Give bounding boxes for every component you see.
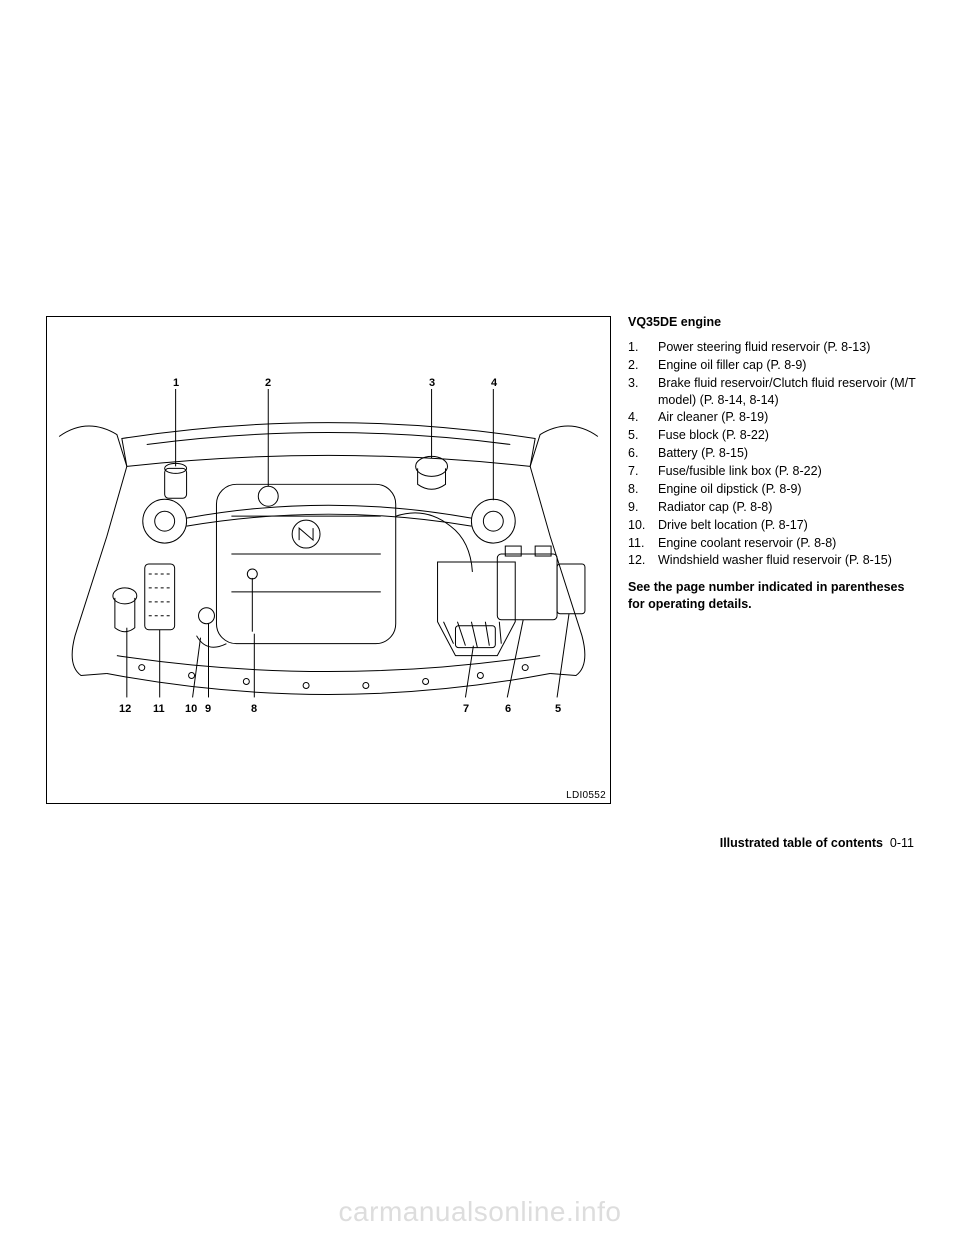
callout-5: 5 [555,703,561,715]
callout-7: 7 [463,703,469,715]
list-item: 9. Radiator cap (P. 8-8) [628,499,918,516]
page: 1 2 3 4 12 11 10 9 8 7 6 5 LDI0552 VQ35D… [0,0,960,1242]
list-item: 7. Fuse/fusible link box (P. 8-22) [628,463,918,480]
callout-10: 10 [185,703,197,715]
list-item: 3. Brake fluid reservoir/Clutch fluid res… [628,375,918,409]
callout-8: 8 [251,703,257,715]
engine-title: VQ35DE engine [628,314,918,331]
item-text: Power steering fluid reservoir (P. 8-13) [658,339,918,356]
item-number: 12. [628,552,648,569]
item-number: 9. [628,499,648,516]
item-text: Radiator cap (P. 8-8) [658,499,918,516]
item-number: 3. [628,375,648,409]
footer-section: Illustrated table of contents [720,836,883,850]
item-number: 11. [628,535,648,552]
callout-9: 9 [205,703,211,715]
item-number: 10. [628,517,648,534]
page-footer: Illustrated table of contents 0-11 [720,836,914,850]
callout-4: 4 [491,377,497,389]
item-text: Air cleaner (P. 8-19) [658,409,918,426]
callout-1: 1 [173,377,179,389]
engine-parts-list: VQ35DE engine 1. Power steering fluid res… [628,314,918,613]
item-number: 4. [628,409,648,426]
item-number: 6. [628,445,648,462]
item-number: 1. [628,339,648,356]
callout-6: 6 [505,703,511,715]
footer-page-number: 0-11 [890,836,914,850]
item-text: Drive belt location (P. 8-17) [658,517,918,534]
parts-list: 1. Power steering fluid reservoir (P. 8-1… [628,339,918,569]
list-item: 12. Windshield washer fluid reservoir (P.… [628,552,918,569]
item-text: Fuse block (P. 8-22) [658,427,918,444]
foot-note: See the page number indicated in parenth… [628,579,918,613]
list-item: 11. Engine coolant reservoir (P. 8-8) [628,535,918,552]
list-item: 6. Battery (P. 8-15) [628,445,918,462]
item-number: 2. [628,357,648,374]
list-item: 2. Engine oil filler cap (P. 8-9) [628,357,918,374]
engine-diagram-frame: 1 2 3 4 12 11 10 9 8 7 6 5 LDI0552 [46,316,611,804]
item-text: Brake fluid reservoir/Clutch fluid reser… [658,375,918,409]
engine-diagram-svg [47,317,610,803]
callout-11: 11 [153,703,165,715]
item-text: Engine coolant reservoir (P. 8-8) [658,535,918,552]
list-item: 8. Engine oil dipstick (P. 8-9) [628,481,918,498]
list-item: 5. Fuse block (P. 8-22) [628,427,918,444]
watermark: carmanualsonline.info [0,1196,960,1228]
item-text: Engine oil filler cap (P. 8-9) [658,357,918,374]
item-text: Engine oil dipstick (P. 8-9) [658,481,918,498]
item-number: 5. [628,427,648,444]
list-item: 1. Power steering fluid reservoir (P. 8-1… [628,339,918,356]
callout-12: 12 [119,703,131,715]
item-text: Battery (P. 8-15) [658,445,918,462]
item-number: 8. [628,481,648,498]
item-text: Windshield washer fluid reservoir (P. 8-… [658,552,918,569]
callout-3: 3 [429,377,435,389]
list-item: 10. Drive belt location (P. 8-17) [628,517,918,534]
item-number: 7. [628,463,648,480]
item-text: Fuse/fusible link box (P. 8-22) [658,463,918,480]
list-item: 4. Air cleaner (P. 8-19) [628,409,918,426]
diagram-code: LDI0552 [566,790,606,801]
callout-2: 2 [265,377,271,389]
